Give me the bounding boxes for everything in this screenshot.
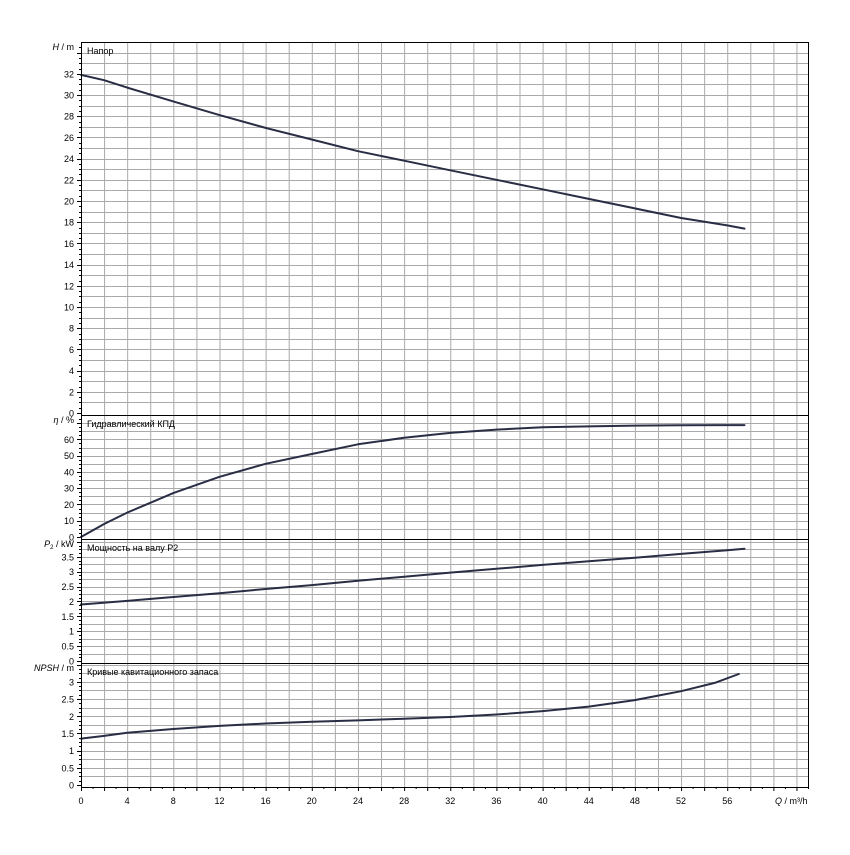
panel-2: 0 10 20 30 40 50 60 η / % Гидравлический КПД	[53, 415, 809, 543]
panel-title: Гидравлический КПД	[87, 419, 175, 429]
y-tick-label: 24	[64, 154, 74, 164]
y-axis-unit: / m	[59, 42, 74, 52]
y-tick-label: 16	[64, 239, 74, 249]
x-tick-label: 36	[491, 796, 501, 806]
x-tick-label: 8	[171, 796, 176, 806]
x-tick-label: 0	[78, 796, 83, 806]
y-tick-label: 2	[69, 387, 74, 397]
y-tick-label: 3	[69, 677, 74, 687]
y-axis-label: P2 / kW	[44, 539, 74, 551]
y-tick-label: 12	[64, 281, 74, 291]
y-tick-label: 40	[64, 467, 74, 477]
y-tick-label: 50	[64, 451, 74, 461]
y-tick-label: 0.5	[61, 763, 74, 773]
series-line	[80, 673, 740, 740]
panel-title: Напор	[87, 46, 113, 56]
x-tick-label: 52	[676, 796, 686, 806]
y-tick-label: 0.5	[61, 642, 74, 652]
x-tick-label: 16	[261, 796, 271, 806]
vertical-grid	[104, 42, 798, 787]
x-tick-label: 24	[353, 796, 363, 806]
y-tick-label: 10	[64, 516, 74, 526]
y-tick-label: 3	[69, 567, 74, 577]
y-tick-label: 4	[69, 366, 74, 376]
y-tick-label: 14	[64, 260, 74, 270]
y-tick-label: 1.5	[61, 612, 74, 622]
x-tick-label: 20	[307, 796, 317, 806]
y-tick-label: 1.5	[61, 729, 74, 739]
x-tick-label: 4	[125, 796, 130, 806]
x-tick-label: 28	[399, 796, 409, 806]
y-tick-label: 22	[64, 175, 74, 185]
x-tick-label: 56	[722, 796, 732, 806]
y-tick-label: 6	[69, 345, 74, 355]
x-tick-label: 32	[445, 796, 455, 806]
series-line	[80, 547, 746, 606]
y-tick-label: 10	[64, 303, 74, 313]
y-tick-label: 26	[64, 133, 74, 143]
y-axis-unit: / kW	[54, 539, 75, 549]
y-tick-label: 28	[64, 112, 74, 122]
x-axis-label: Q / m³/h	[775, 796, 808, 806]
x-axis-symbol: Q	[775, 796, 782, 806]
y-tick-label: 30	[64, 91, 74, 101]
y-tick-label: 18	[64, 218, 74, 228]
x-axis-unit: / m³/h	[782, 796, 808, 806]
y-tick-label: 20	[64, 197, 74, 207]
y-axis-label: η / %	[53, 415, 74, 425]
y-tick-label: 0	[69, 657, 74, 667]
y-axis-label: H / m	[53, 42, 75, 52]
x-tick-label: 44	[584, 796, 594, 806]
x-tick-label: 48	[630, 796, 640, 806]
y-tick-label: 20	[64, 500, 74, 510]
x-tick-label: 12	[214, 796, 224, 806]
y-tick-label: 8	[69, 324, 74, 334]
y-tick-label: 0	[69, 781, 74, 791]
y-tick-label: 1	[69, 627, 74, 637]
series-line	[80, 424, 746, 538]
y-tick-label: 3.5	[61, 552, 74, 562]
y-axis-symbol: P	[44, 539, 50, 549]
series-line	[80, 73, 746, 230]
y-axis-symbol: NPSH	[34, 663, 60, 673]
y-tick-label: 0	[69, 409, 74, 419]
x-tick-label: 40	[538, 796, 548, 806]
y-axis-symbol: H	[53, 42, 60, 52]
y-axis-symbol: η	[53, 415, 58, 425]
panel-title: Кривые кавитационного запаса	[87, 667, 218, 677]
y-tick-label: 30	[64, 484, 74, 494]
y-axis-label: NPSH / m	[34, 663, 74, 673]
y-tick-label: 1	[69, 746, 74, 756]
panel-frame	[81, 663, 809, 788]
panel-3: 00.511.522.533.5P2 / kW Мощность на валу …	[44, 539, 809, 667]
y-tick-label: 2	[69, 712, 74, 722]
y-tick-label: 0	[69, 533, 74, 543]
y-tick-label: 60	[64, 435, 74, 445]
panel-4: 0 0.5 1 1.5 2 2.5 3 NPSH / m Кривые кавитационно…	[34, 663, 809, 791]
y-tick-label: 2.5	[61, 582, 74, 592]
y-axis-unit: / %	[58, 415, 74, 425]
y-tick-label: 2	[69, 597, 74, 607]
x-axis: 0 4 8 12 16 20 24 28 32 36 40 44 48 52 56 Q / m³/h	[78, 787, 809, 806]
y-axis-subscript: 2	[50, 545, 54, 551]
y-tick-label: 2.5	[61, 695, 74, 705]
y-axis-unit: / m	[59, 663, 74, 673]
panel-title: Мощность на валу P2	[87, 543, 178, 553]
panel-frame	[81, 42, 809, 416]
y-tick-label: 32	[64, 69, 74, 79]
